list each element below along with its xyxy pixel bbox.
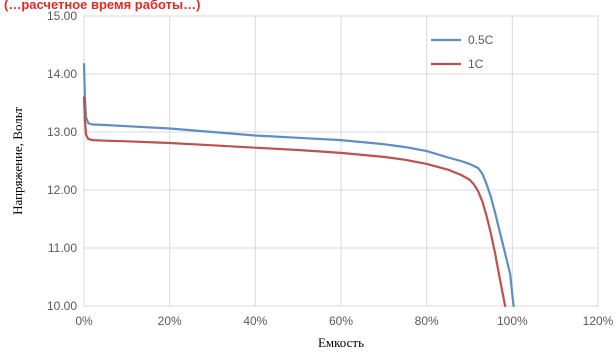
x-tick-label: 80% <box>415 314 439 328</box>
y-tick-label: 12.00 <box>47 183 77 197</box>
y-tick-label: 14.00 <box>47 67 77 81</box>
legend-label: 1C <box>468 57 484 71</box>
x-tick-label: 20% <box>158 314 182 328</box>
series-line-1c <box>82 96 507 308</box>
y-axis-title: Напряжение, Вольт <box>10 107 25 215</box>
x-gridlines <box>83 16 599 306</box>
series-layer <box>82 62 515 308</box>
x-tick-label: 60% <box>329 314 353 328</box>
y-tick-labels: 10.00 11.00 12.00 13.00 14.00 15.00 <box>47 9 77 313</box>
chart-title-fragment: (…расчетное время работы…) <box>4 0 200 12</box>
legend-label: 0.5C <box>468 33 494 47</box>
x-tick-labels: 0% 20% 40% 60% 80% 100% 120% <box>75 314 613 328</box>
y-tick-label: 11.00 <box>48 241 77 255</box>
y-tick-label: 10.00 <box>47 299 77 313</box>
x-tick-label: 40% <box>243 314 267 328</box>
x-tick-label: 120% <box>583 314 614 328</box>
x-tick-label: 100% <box>497 314 528 328</box>
series-line-0-5c <box>82 62 515 308</box>
y-tick-label: 13.00 <box>47 125 77 139</box>
y-tick-label: 15.00 <box>47 9 77 23</box>
legend: 0.5C 1C <box>431 33 494 71</box>
plot-area <box>83 15 599 307</box>
x-axis-title: Емкость <box>318 335 364 350</box>
x-tick-label: 0% <box>75 314 93 328</box>
